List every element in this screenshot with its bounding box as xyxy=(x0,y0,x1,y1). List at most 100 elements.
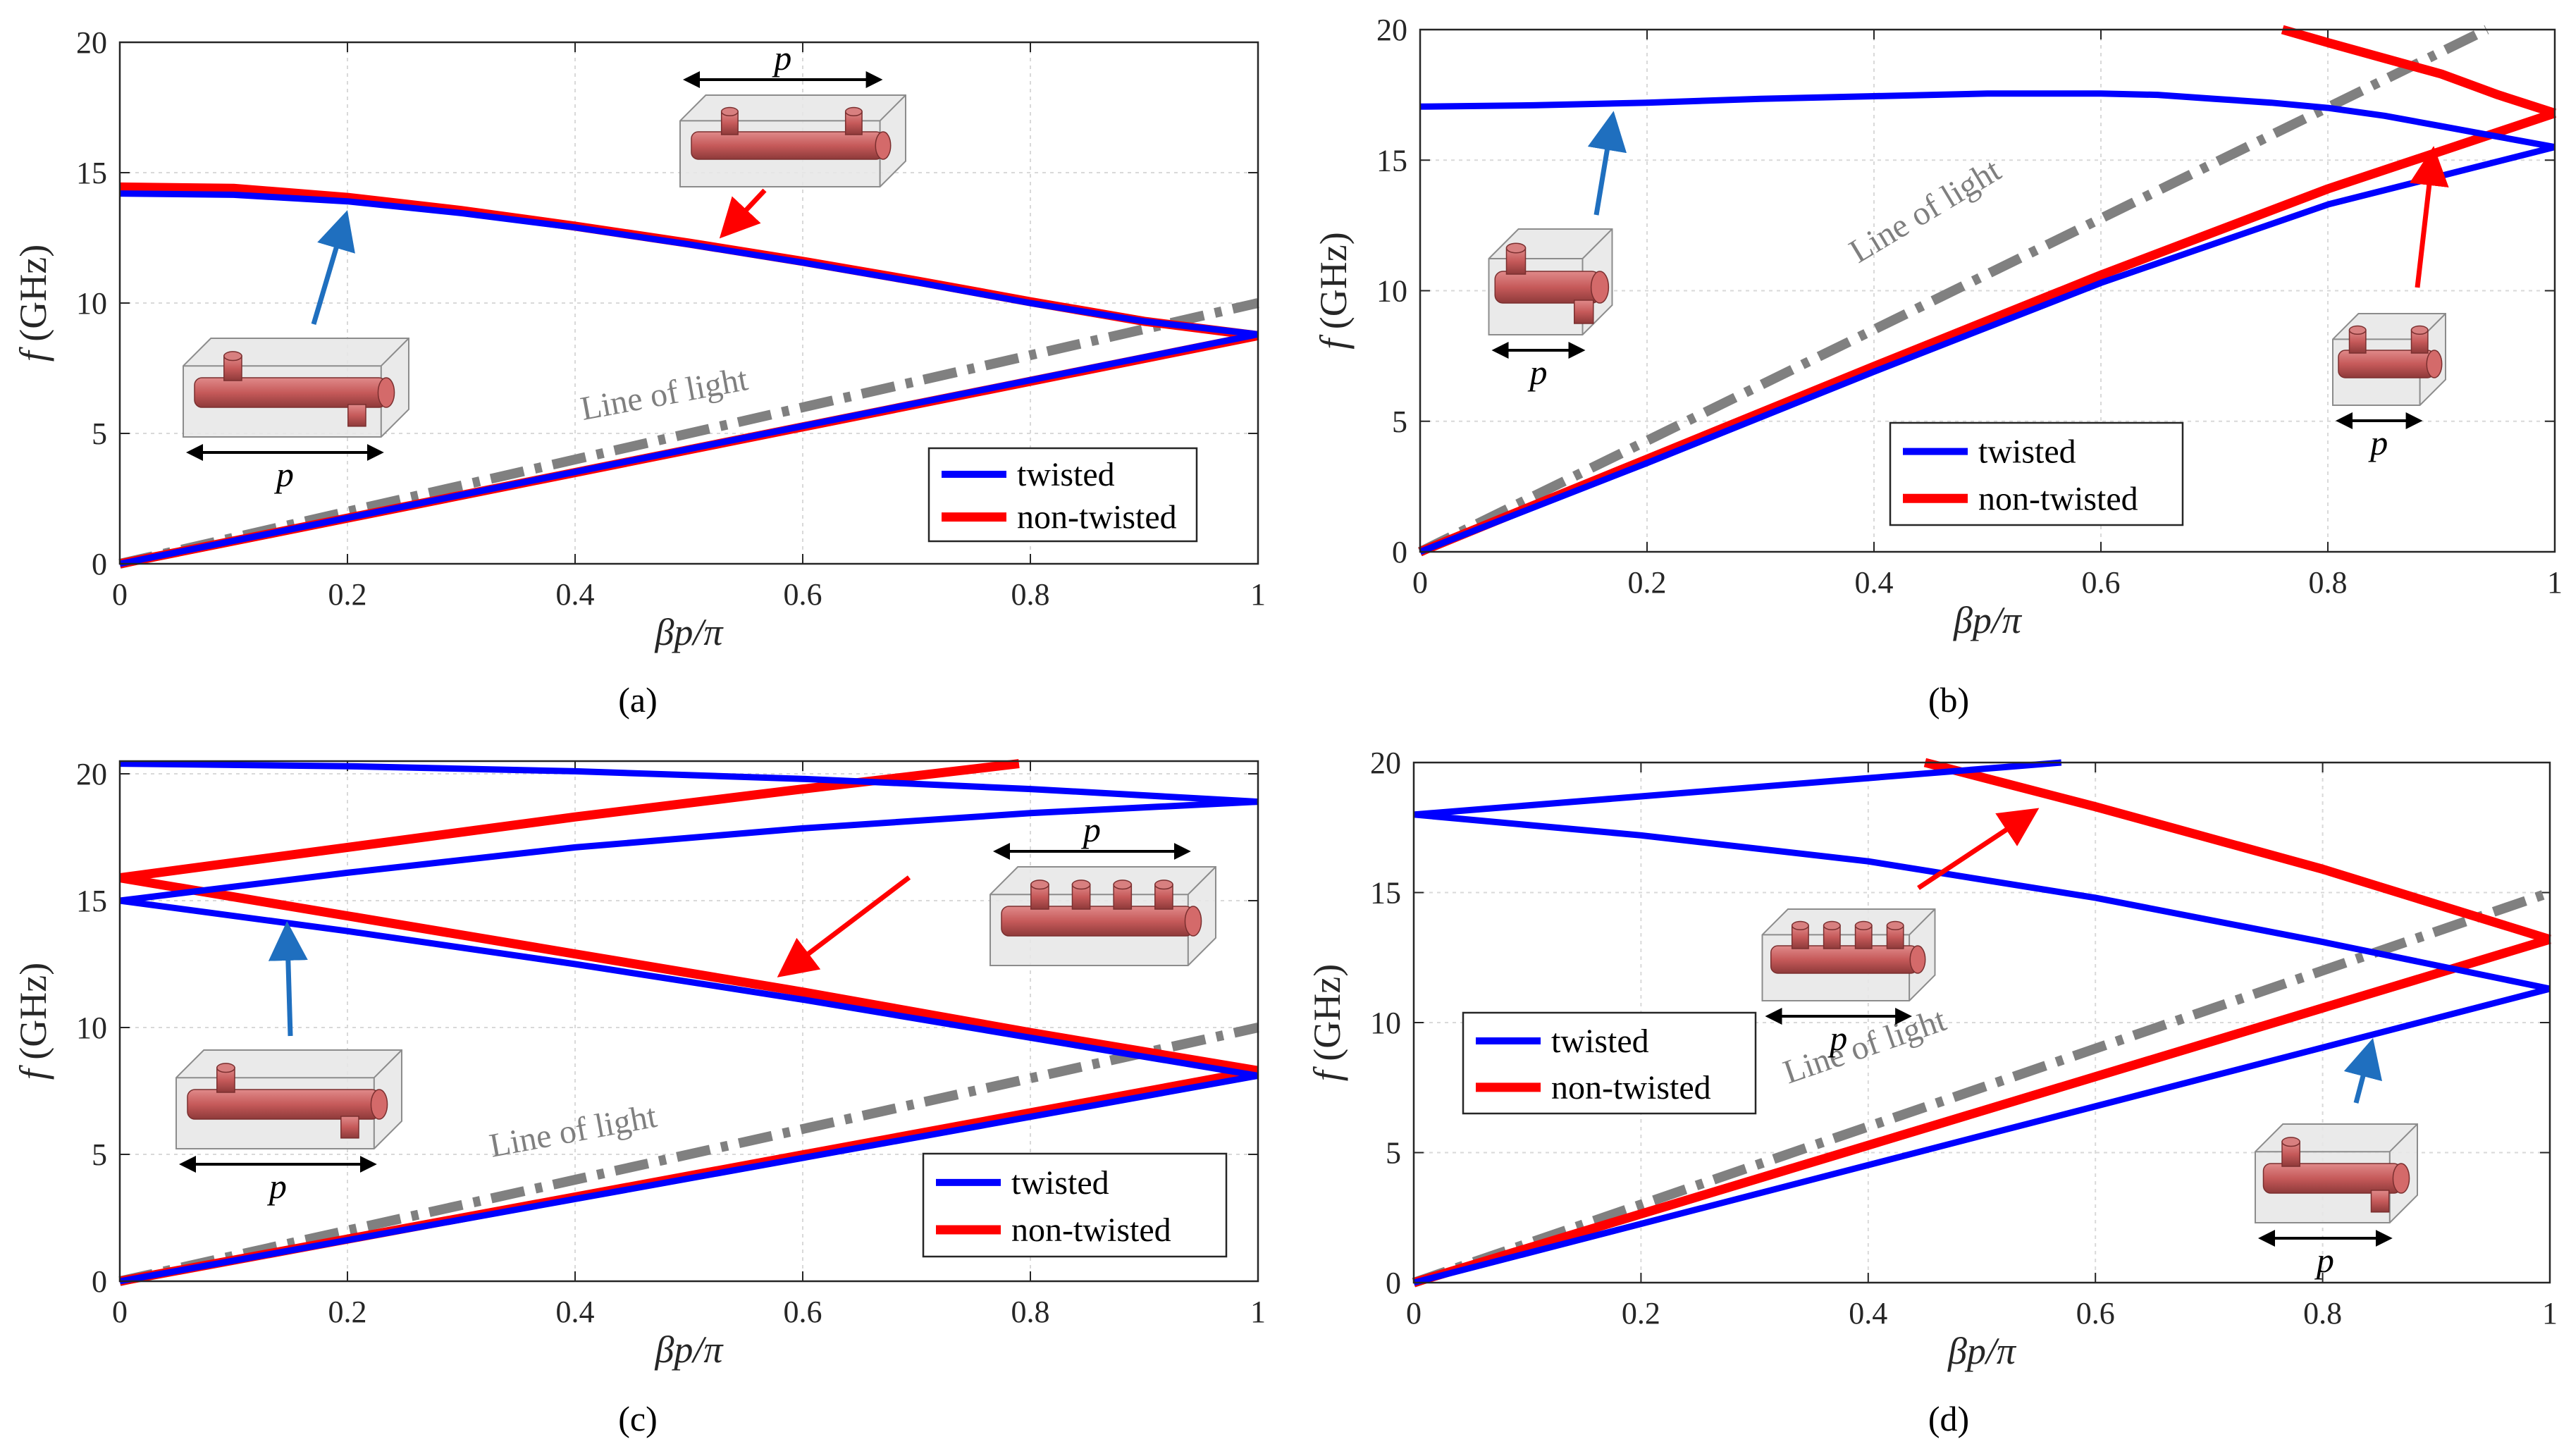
x-tick-label: 1 xyxy=(1250,1295,1266,1329)
inset-box-edge xyxy=(1909,908,1936,936)
inset-stub-top xyxy=(1113,880,1133,890)
period-label: p xyxy=(1528,352,1548,392)
x-tick-label: 0.6 xyxy=(784,1295,822,1329)
inset-cylinder xyxy=(1770,945,1918,974)
y-tick-label: 10 xyxy=(1370,1006,1401,1040)
x-tick-label: 0.4 xyxy=(556,577,595,612)
x-tick-label: 0.2 xyxy=(328,1295,367,1329)
y-tick-label: 0 xyxy=(92,1264,107,1299)
y-tick-label: 15 xyxy=(76,884,107,918)
series-twisted-branch-1 xyxy=(119,760,1259,806)
y-tick-label: 20 xyxy=(76,757,107,791)
inset-cylinder-end xyxy=(2392,1163,2410,1194)
x-tick-label: 0.8 xyxy=(2309,565,2348,600)
series-twisted-branch-3 xyxy=(1412,985,2551,1286)
twisted-unit-cell-icon: p xyxy=(2255,1123,2418,1280)
y-tick-label: 5 xyxy=(92,417,107,451)
non-twisted-unit-cell-icon: p xyxy=(679,38,906,187)
annotation-arrow-blue xyxy=(311,210,355,325)
inset-cylinder xyxy=(1494,271,1601,304)
series-twisted-branch-2 xyxy=(119,798,1259,904)
legend: twisted non-twisted xyxy=(1889,421,2184,526)
inset-cylinder xyxy=(187,1089,380,1120)
inset-stub-top xyxy=(2348,325,2367,335)
y-axis-label-unit: (GHz) xyxy=(12,963,54,1069)
inset-cylinder-end xyxy=(377,377,395,408)
inset-cylinder xyxy=(2338,350,2435,378)
axes-frame xyxy=(1419,28,2556,553)
inset-box-edge xyxy=(381,338,409,366)
y-axis-label-unit: (GHz) xyxy=(12,245,54,351)
annotation-arrow-blue xyxy=(268,921,308,1037)
inset-cylinder-end xyxy=(1590,271,1610,304)
x-tick-label: 0.6 xyxy=(2076,1296,2115,1331)
x-tick-label: 0.2 xyxy=(1628,565,1667,600)
inset-stub-top xyxy=(1854,920,1873,931)
inset-stub xyxy=(1574,300,1594,324)
inset-cylinder xyxy=(2262,1163,2402,1194)
legend: twisted non-twisted xyxy=(922,1152,1228,1258)
x-tick-label: 1 xyxy=(2542,1296,2558,1331)
line-of-light xyxy=(1417,25,2489,557)
y-axis-label: f (GHz) xyxy=(12,245,54,362)
x-tick-label: 0.8 xyxy=(2303,1296,2342,1331)
x-tick-label: 0.4 xyxy=(1855,565,1894,600)
legend-label-non-twisted: non-twisted xyxy=(1978,480,2138,517)
period-label: p xyxy=(1827,1018,1847,1058)
period-label: p xyxy=(772,38,791,78)
legend-label-non-twisted: non-twisted xyxy=(1017,499,1177,536)
x-tick-label: 1 xyxy=(1250,577,1266,612)
inset-box-edge xyxy=(1582,228,1613,259)
inset-stub-top xyxy=(1823,920,1841,931)
twisted-unit-cell-icon: p xyxy=(1488,228,1613,392)
non-twisted-unit-cell-icon: p xyxy=(989,810,1216,966)
inset-stub-top xyxy=(2410,325,2429,335)
x-tick-label: 0.2 xyxy=(1622,1296,1660,1331)
inset-stub-top xyxy=(2281,1137,2300,1147)
axes-frame xyxy=(1412,761,2551,1284)
series-non-twisted-branch-2 xyxy=(1412,934,2551,1288)
inset-cylinder-end xyxy=(1184,906,1202,937)
y-axis-label: f (GHz) xyxy=(12,963,54,1080)
legend-label-twisted: twisted xyxy=(1978,433,2076,471)
inset-stub-top xyxy=(1791,920,1809,931)
series-twisted-branch-1 xyxy=(119,190,1259,338)
annotation-arrow-red xyxy=(1917,808,2040,890)
non-twisted-unit-cell-icon: p xyxy=(1761,908,1936,1058)
inset-cylinder xyxy=(1001,906,1194,937)
annotation-arrow-red xyxy=(719,188,767,239)
y-tick-label: 5 xyxy=(1392,405,1407,439)
x-tick-label: 0 xyxy=(1412,565,1428,600)
x-tick-label: 0.4 xyxy=(556,1295,595,1329)
inset-cylinder xyxy=(194,377,387,408)
x-axis-label: βp/π xyxy=(1947,1330,2017,1372)
x-axis-label: βp/π xyxy=(1953,599,2023,641)
inset-stub-top xyxy=(1071,880,1091,890)
y-tick-label: 15 xyxy=(1370,876,1401,911)
inset-stub-top xyxy=(844,106,863,116)
panel-caption: (d) xyxy=(1928,1399,1969,1438)
inset-stub xyxy=(340,1116,359,1139)
inset-cylinder-end xyxy=(2426,350,2443,378)
series-twisted-branch-3 xyxy=(119,897,1259,1079)
inset-box-edge xyxy=(879,94,906,122)
panel-caption: (a) xyxy=(618,680,658,720)
y-tick-label: 5 xyxy=(92,1137,107,1172)
inset-stub-top xyxy=(720,106,739,116)
inset-box-edge xyxy=(2389,1123,2418,1152)
legend-label-non-twisted: non-twisted xyxy=(1011,1211,1171,1249)
inset-stub-top xyxy=(1154,880,1173,890)
legend-label-twisted: twisted xyxy=(1011,1164,1109,1202)
x-tick-label: 1 xyxy=(2547,565,2563,600)
twisted-unit-cell-icon: p xyxy=(183,338,409,494)
x-tick-label: 0.2 xyxy=(328,577,367,612)
annotation-arrow-blue xyxy=(2343,1037,2383,1104)
x-tick-label: 0 xyxy=(1406,1296,1422,1331)
series-twisted-branch-2 xyxy=(1413,811,2551,992)
y-tick-label: 0 xyxy=(1392,535,1407,569)
inset-cylinder-end xyxy=(1909,945,1926,974)
